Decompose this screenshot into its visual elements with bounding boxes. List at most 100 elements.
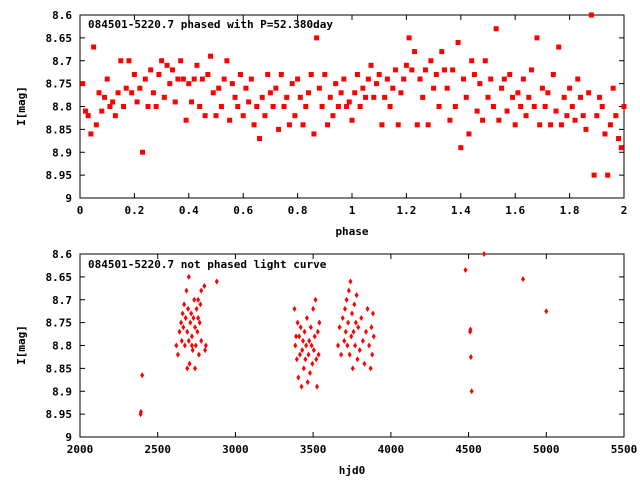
unphased-data-point — [188, 319, 193, 326]
unphased-y-tick-label: 8.75 — [46, 317, 73, 330]
phased-data-point — [265, 71, 271, 77]
unphased-data-point — [298, 324, 303, 331]
phased-data-point — [134, 99, 140, 105]
unphased-x-axis: 2000 2500 3000 3500 4000 4500 5000 5500 — [67, 254, 637, 456]
phased-data-point — [496, 117, 502, 123]
unphased-data-point — [175, 351, 180, 358]
phased-data-point — [335, 104, 341, 109]
phased-y-tick-label: 8.7 — [52, 55, 72, 68]
unphased-data-point — [195, 328, 200, 335]
phased-data-point — [613, 113, 619, 119]
unphased-data-point — [294, 356, 299, 363]
unphased-data-point — [301, 337, 306, 344]
unphased-data-point — [310, 360, 315, 367]
phased-data-point — [80, 81, 86, 87]
phased-x-axis-label: phase — [335, 225, 368, 238]
phased-x-tick-label: 0.6 — [233, 204, 253, 217]
phased-x-tick-label: 1.2 — [396, 204, 416, 217]
phased-data-point — [183, 117, 189, 123]
unphased-data-point — [463, 267, 468, 274]
unphased-data-point — [189, 310, 194, 317]
phased-data-point — [153, 104, 159, 109]
phased-data-point — [379, 122, 385, 128]
unphased-data-point — [312, 333, 317, 340]
phased-data-point — [341, 76, 347, 82]
unphased-x-tick-label: 5000 — [533, 443, 560, 456]
phased-data-point — [142, 76, 148, 82]
phased-data-point — [387, 104, 393, 109]
unphased-data-point — [196, 296, 201, 303]
unphased-data-point — [300, 347, 305, 354]
unphased-data-point — [179, 337, 184, 344]
phased-data-point — [232, 94, 238, 100]
unphased-data-point — [315, 328, 320, 335]
unphased-data-point — [365, 305, 370, 312]
unphased-data-point — [196, 351, 201, 358]
unphased-data-point — [482, 251, 487, 257]
unphased-data-point — [294, 333, 299, 340]
unphased-data-point — [344, 296, 349, 303]
phased-data-point — [444, 85, 450, 91]
phased-data-point — [417, 76, 423, 82]
phased-data-point — [545, 90, 551, 96]
phased-data-point — [278, 71, 284, 77]
phased-data-point — [251, 122, 257, 128]
unphased-data-point — [311, 305, 316, 312]
unphased-data-point — [196, 315, 201, 322]
phased-data-point — [529, 67, 535, 73]
unphased-data-point — [191, 315, 196, 322]
phased-data-point — [406, 35, 412, 41]
unphased-data-point — [350, 310, 354, 317]
phased-data-point — [431, 85, 437, 91]
phased-data-point — [175, 76, 181, 82]
unphased-data-point — [309, 342, 314, 349]
phased-y-tick-label: 8.65 — [46, 32, 73, 45]
phased-data-point — [599, 104, 605, 109]
unphased-data-point — [363, 328, 368, 335]
phased-data-point — [327, 94, 333, 100]
phased-data-point — [300, 122, 306, 128]
unphased-data-point — [180, 310, 185, 317]
phased-data-point — [422, 67, 428, 73]
unphased-data-point — [316, 351, 321, 358]
unphased-data-point — [304, 342, 309, 349]
unphased-data-point — [362, 360, 367, 367]
phased-data-point — [123, 85, 129, 91]
phased-data-point — [137, 85, 143, 91]
unphased-x-tick-label: 4000 — [378, 443, 405, 456]
phased-data-point — [316, 85, 322, 91]
unphased-data-point — [345, 342, 350, 349]
unphased-data-point — [313, 296, 318, 303]
phased-data-point — [558, 122, 564, 128]
phased-data-point — [221, 76, 227, 82]
unphased-data-point — [354, 292, 359, 299]
phased-data-point — [577, 94, 583, 100]
phased-data-point — [270, 104, 276, 109]
phased-y-tick-label: 8.9 — [52, 146, 72, 159]
phased-data-point — [436, 104, 442, 109]
phased-data-point — [248, 76, 254, 82]
unphased-data-point — [346, 319, 351, 326]
unphased-data-point — [468, 353, 473, 360]
phased-data-point — [284, 94, 290, 100]
phased-data-point — [567, 85, 573, 91]
phased-data-point — [488, 76, 494, 82]
unphased-y-tick-label: 8.7 — [52, 294, 72, 307]
phased-data-point — [107, 104, 113, 109]
unphased-data-point — [303, 356, 308, 363]
phased-data-point — [305, 90, 311, 96]
phased-data-point — [458, 145, 464, 151]
phased-data-point — [161, 94, 167, 100]
phased-data-point — [412, 49, 418, 55]
phased-data-point — [91, 44, 97, 50]
phased-data-point — [121, 104, 127, 109]
phased-data-point — [257, 136, 263, 142]
phased-data-point — [471, 71, 477, 77]
unphased-y-axis: 8.6 8.65 8.7 8.75 8.8 8.85 8.9 8.95 9 — [46, 248, 624, 444]
unphased-data-point — [189, 333, 194, 340]
phased-data-point — [267, 90, 273, 96]
phased-data-point — [218, 104, 224, 109]
phased-y-axis: 8.6 8.65 8.7 8.75 8.8 8.85 8.9 8.95 9 — [46, 9, 624, 205]
phased-data-point — [450, 67, 456, 73]
phased-data-point — [531, 104, 537, 109]
